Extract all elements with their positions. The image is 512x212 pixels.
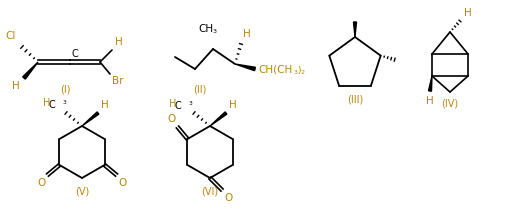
Text: (V): (V) <box>75 187 89 197</box>
Text: H: H <box>101 100 109 110</box>
Text: O: O <box>37 178 46 188</box>
Text: C: C <box>174 101 181 111</box>
Text: (III): (III) <box>347 94 363 104</box>
Polygon shape <box>82 112 99 126</box>
Polygon shape <box>235 64 255 71</box>
Text: H: H <box>168 99 176 109</box>
Text: C: C <box>48 100 55 110</box>
Polygon shape <box>210 112 227 126</box>
Text: (I): (I) <box>60 85 70 95</box>
Text: H: H <box>115 37 123 47</box>
Text: O: O <box>224 193 232 203</box>
Text: $_3$: $_3$ <box>62 98 68 107</box>
Text: $_3)_2$: $_3)_2$ <box>293 65 306 77</box>
Text: O: O <box>167 114 176 124</box>
Text: $_3$: $_3$ <box>212 27 218 36</box>
Text: (IV): (IV) <box>441 99 459 109</box>
Text: Cl: Cl <box>6 31 16 41</box>
Text: CH: CH <box>198 24 213 34</box>
Text: CH(CH: CH(CH <box>258 64 292 74</box>
Text: H: H <box>464 8 472 18</box>
Text: H: H <box>243 29 251 39</box>
Text: (II): (II) <box>194 85 207 95</box>
Text: Br: Br <box>112 76 123 86</box>
Text: (VI): (VI) <box>201 187 219 197</box>
Text: H: H <box>12 81 20 91</box>
Text: H: H <box>42 98 50 108</box>
Text: H: H <box>426 96 434 106</box>
Text: C: C <box>71 49 78 59</box>
Polygon shape <box>23 62 38 79</box>
Polygon shape <box>429 76 432 91</box>
Text: $_3$: $_3$ <box>188 99 194 108</box>
Polygon shape <box>353 22 356 37</box>
Text: H: H <box>229 100 237 110</box>
Text: O: O <box>118 178 127 188</box>
